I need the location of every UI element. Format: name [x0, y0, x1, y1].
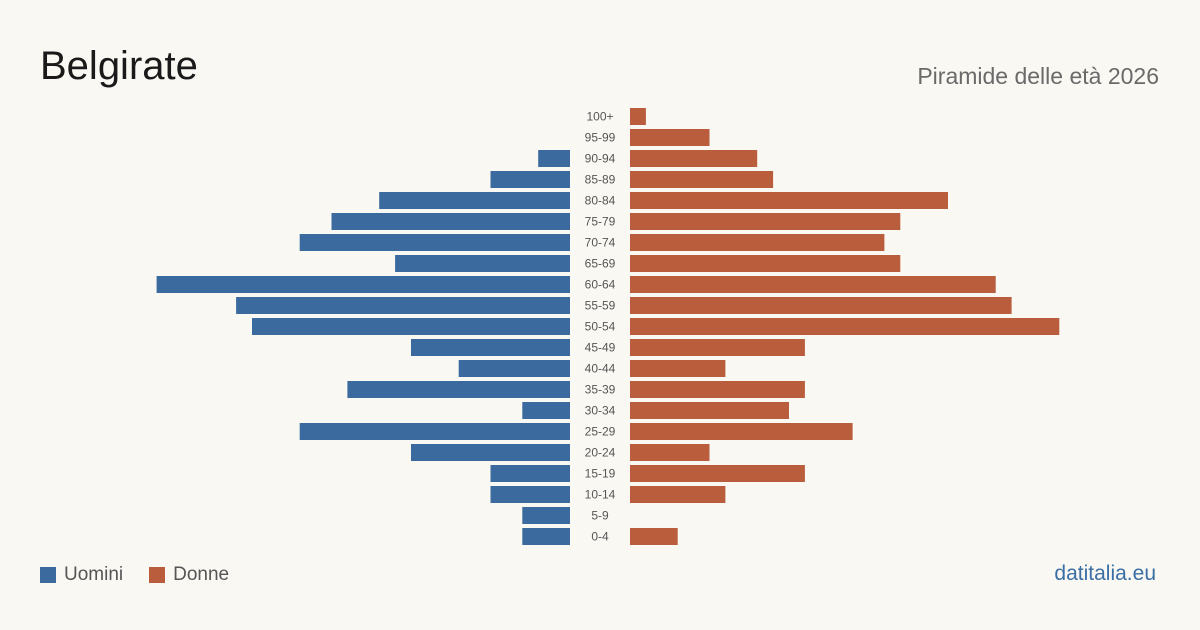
bar-men-5-9 — [522, 507, 570, 524]
age-label-15-19: 15-19 — [585, 467, 616, 481]
bar-women-20-24 — [630, 444, 710, 461]
age-label-5-9: 5-9 — [591, 509, 609, 523]
bar-men-50-54 — [252, 318, 570, 335]
age-label-80-84: 80-84 — [585, 194, 616, 208]
bar-women-90-94 — [630, 150, 758, 167]
bar-women-85-89 — [630, 171, 774, 188]
age-label-85-89: 85-89 — [585, 173, 616, 187]
bar-men-40-44 — [458, 360, 570, 377]
age-label-65-69: 65-69 — [585, 257, 616, 271]
bar-men-75-79 — [331, 213, 570, 230]
bar-men-55-59 — [236, 297, 570, 314]
bar-women-95-99 — [630, 129, 710, 146]
age-label-35-39: 35-39 — [585, 383, 616, 397]
bar-women-35-39 — [630, 381, 805, 398]
chart-subtitle: Piramide delle età 2026 — [917, 63, 1159, 89]
men-bars — [156, 150, 570, 545]
chart-title: Belgirate — [40, 44, 198, 88]
bar-women-55-59 — [630, 297, 1012, 314]
bar-men-20-24 — [411, 444, 570, 461]
bar-men-35-39 — [347, 381, 570, 398]
bar-men-25-29 — [299, 423, 570, 440]
bar-men-85-89 — [490, 171, 570, 188]
bar-women-70-74 — [630, 234, 885, 251]
bar-women-0-4 — [630, 528, 678, 545]
age-label-40-44: 40-44 — [585, 362, 616, 376]
bar-men-90-94 — [538, 150, 570, 167]
age-label-20-24: 20-24 — [585, 446, 616, 460]
age-label-25-29: 25-29 — [585, 425, 616, 439]
legend-swatch-women — [149, 567, 166, 583]
bar-men-60-64 — [156, 276, 570, 293]
age-label-50-54: 50-54 — [585, 320, 616, 334]
bar-men-0-4 — [522, 528, 570, 545]
bar-women-50-54 — [630, 318, 1060, 335]
age-label-30-34: 30-34 — [585, 404, 616, 418]
legend-item-men: Uomini — [40, 564, 123, 586]
bar-women-100+ — [630, 108, 646, 125]
age-label-55-59: 55-59 — [585, 299, 616, 313]
legend-item-women: Donne — [149, 564, 229, 586]
bar-women-10-14 — [630, 486, 726, 503]
age-label-90-94: 90-94 — [585, 152, 616, 166]
age-label-45-49: 45-49 — [585, 341, 616, 355]
age-label-70-74: 70-74 — [585, 236, 616, 250]
bar-men-65-69 — [395, 255, 570, 272]
bar-women-40-44 — [630, 360, 726, 377]
bar-women-45-49 — [630, 339, 805, 356]
bar-women-25-29 — [630, 423, 853, 440]
bar-men-45-49 — [411, 339, 570, 356]
legend-label-women: Donne — [173, 564, 230, 585]
age-label-75-79: 75-79 — [585, 215, 616, 229]
bar-women-80-84 — [630, 192, 948, 209]
bar-women-60-64 — [630, 276, 996, 293]
bar-women-30-34 — [630, 402, 789, 419]
age-label-60-64: 60-64 — [585, 278, 616, 292]
legend: Uomini Donne — [40, 564, 255, 586]
legend-swatch-men — [40, 567, 56, 583]
bar-men-15-19 — [490, 465, 570, 482]
bar-women-65-69 — [630, 255, 901, 272]
bar-men-80-84 — [379, 192, 570, 209]
bar-women-75-79 — [630, 213, 901, 230]
bar-men-70-74 — [299, 234, 570, 251]
age-labels: 100+ 95-99 90-94 85-89 80-84 75-79 70-74 65-69 6… — [585, 110, 616, 544]
age-label-100+: 100+ — [586, 110, 613, 124]
bar-women-15-19 — [630, 465, 805, 482]
age-label-95-99: 95-99 — [585, 131, 616, 145]
age-label-10-14: 10-14 — [585, 488, 616, 502]
age-label-0-4: 0-4 — [591, 530, 609, 544]
brand-link[interactable]: datitalia.eu — [1054, 562, 1156, 585]
legend-label-men: Uomini — [64, 564, 124, 585]
bar-men-30-34 — [522, 402, 570, 419]
women-bars — [630, 108, 1060, 545]
bar-men-10-14 — [490, 486, 570, 503]
